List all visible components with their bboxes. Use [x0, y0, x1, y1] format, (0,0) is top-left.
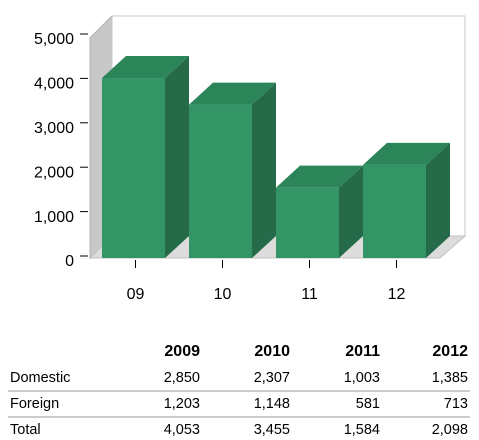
y-tick-label: 5,000	[34, 31, 74, 48]
cell: 581	[356, 396, 380, 412]
bar	[189, 82, 276, 259]
cell: 2,098	[432, 422, 468, 438]
cell: 1,148	[254, 396, 290, 412]
column-header: 2009	[164, 343, 200, 360]
cell: 4,053	[164, 422, 200, 438]
bar-front	[276, 187, 339, 258]
column-header: 2012	[432, 343, 468, 360]
x-tick-label: 10	[214, 286, 232, 303]
cell: 3,455	[254, 422, 290, 438]
y-tick-label: 4,000	[34, 76, 74, 93]
row-label: Foreign	[10, 396, 59, 412]
y-tick-label: 3,000	[34, 120, 74, 137]
bar-top	[276, 165, 363, 188]
bar-front	[102, 78, 165, 258]
bar	[102, 56, 189, 258]
x-tick-label: 12	[388, 286, 406, 303]
bar-top	[189, 82, 276, 105]
bar-top	[363, 142, 450, 165]
table: 2009 2010 2011 2012 Domestic 2,850 2,307 1,003 1…	[8, 343, 470, 438]
cell: 2,850	[164, 370, 200, 386]
y-tick-label: 2,000	[34, 164, 74, 181]
bar	[276, 165, 363, 258]
bar-side	[252, 82, 276, 259]
row-label: Total	[10, 422, 41, 438]
bar	[363, 142, 450, 258]
cell: 1,003	[344, 370, 380, 386]
cell: 1,385	[432, 370, 468, 386]
cell: 2,307	[254, 370, 290, 386]
cell: 1,203	[164, 396, 200, 412]
x-tick-label: 11	[301, 286, 318, 303]
bar-side	[165, 56, 189, 258]
cell: 713	[444, 396, 468, 412]
y-tick-label: 1,000	[34, 209, 74, 226]
bar-front	[363, 164, 426, 258]
cell: 1,584	[344, 422, 380, 438]
x-tick-label: 09	[127, 286, 145, 303]
bar-side	[339, 165, 363, 258]
bar-top	[102, 56, 189, 79]
row-label: Domestic	[10, 370, 70, 386]
bar-front	[189, 104, 252, 259]
column-header: 2011	[345, 343, 380, 360]
y-tick-label: 0	[65, 253, 74, 270]
bar-side	[426, 142, 450, 258]
column-header: 2010	[254, 343, 290, 360]
